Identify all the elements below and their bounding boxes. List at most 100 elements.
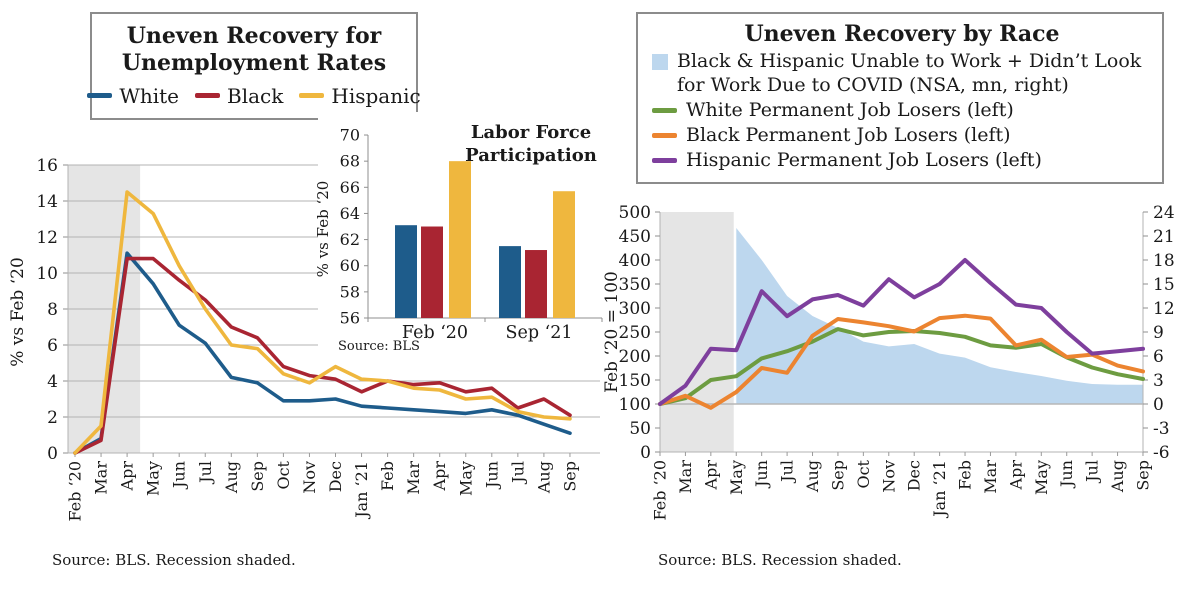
x-tick-label: Feb [956,460,975,490]
y-tick-label: 12 [36,228,58,248]
x-tick-label: Jun [170,461,189,490]
x-tick-label: Apr [118,461,137,492]
inset-chart-title: Labor Force Participation [448,122,614,167]
inset-y-tick-label: 60 [340,256,360,275]
legend-dash-icon [652,157,677,163]
right-chart-legend: Black & Hispanic Unable to Work + Didn’t… [652,50,1152,173]
x-tick-label: Oct [854,459,873,488]
right-y-tick-label: 3 [1153,371,1164,391]
left-y-tick-label: 400 [619,251,651,271]
legend-label: Hispanic [331,83,421,108]
left-chart-title-line-1: Uneven Recovery for [126,23,382,49]
x-tick-label: Jul [196,461,215,485]
x-tick-label: Oct [274,460,293,489]
x-tick-label: May [144,461,163,496]
bar-black-1 [421,226,443,318]
legend-item-hispanic-pjl: Hispanic Permanent Job Losers (left) [652,149,1152,173]
right-y-tick-label: 24 [1153,203,1175,223]
x-tick-label: Jun [482,461,501,490]
inset-y-axis-label: % vs Feb ‘20 [314,180,332,278]
x-tick-label: Jul [778,460,797,484]
left-chart-legend: White Black Hispanic [87,84,421,108]
bar-hispanic-1 [449,161,471,318]
left-chart-title-box: Uneven Recovery for Unemployment Rates W… [87,12,421,120]
x-tick-label: Jul [1083,460,1102,484]
x-tick-label: Dec [905,460,924,491]
legend-label: Black [227,83,284,108]
legend-item-white-pjl: White Permanent Job Losers (left) [652,99,1152,123]
legend-item-white: White [87,84,179,108]
right-y-tick-label: 9 [1153,323,1164,343]
right-y-tick-label: 21 [1153,227,1175,247]
left-y-tick-label: 50 [629,419,651,439]
right-chart-title-box: Uneven Recovery by Race Black & Hispanic… [636,12,1164,184]
legend-item-black: Black [195,84,283,108]
y-tick-label: 14 [36,192,58,212]
left-y-tick-label: 200 [619,347,651,367]
legend-label: White Permanent Job Losers (left) [686,98,1014,121]
left-y-tick-label: 100 [619,395,651,415]
right-y-tick-label: -6 [1153,443,1170,463]
x-tick-label: May [1032,460,1051,495]
bar-hispanic-2 [553,191,575,318]
right-y-tick-label: 0 [1153,395,1164,415]
x-tick-label: Aug [534,461,553,494]
inset-title-line-1: Labor Force [470,122,592,143]
legend-label: Hispanic Permanent Job Losers (left) [686,148,1042,171]
left-y-tick-label: 300 [619,299,651,319]
x-tick-label: Jun [752,460,771,489]
left-y-tick-label: 250 [619,323,651,343]
inset-title-line-2: Participation [465,144,597,166]
legend-label: Black & Hispanic Unable to Work + Didn’t… [677,49,1142,96]
left-chart-title-line-2: Unemployment Rates [121,49,387,76]
legend-item-hispanic: Hispanic [299,83,421,108]
right-chart-y-axis-label: Feb ‘20 = 100 [602,271,622,393]
right-y-tick-label: 15 [1153,275,1175,295]
series-line-hispanic-pjl [658,258,1145,406]
right-chart-title: Uneven Recovery by Race [744,21,1060,47]
right-y-tick-label: 12 [1153,299,1175,319]
y-tick-label: 0 [47,444,58,464]
bar-white-2 [499,246,521,318]
x-tick-label: Nov [300,461,319,494]
x-tick-label: Nov [879,460,898,493]
inset-y-tick-label: 70 [340,126,360,145]
left-y-tick-label: 500 [619,203,651,223]
permanent-job-losers-chart: 0 50 100 150 200 250 300 350 400 450 500 -6 -3 0 3 6 9 12… [619,203,1175,520]
y-tick-label: 8 [47,300,58,320]
right-y-tick-label: -3 [1153,419,1170,439]
x-tick-label: Aug [222,461,241,494]
x-tick-label: Mar [404,461,423,495]
x-tick-label: Sep [1133,460,1152,491]
covid-unable-to-work-area [736,228,1143,404]
inset-y-tick-label: 56 [340,309,360,328]
left-y-tick-label: 0 [640,443,651,463]
labor-force-participation-chart: 56 58 60 62 64 66 68 70 Feb ‘20 Sep ‘21 [318,112,620,352]
legend-label: Black Permanent Job Losers (left) [686,123,1011,146]
series-line-white [73,251,572,455]
series-line-hispanic [73,190,572,455]
legend-dash-icon [195,93,221,99]
x-tick-label: Aug [803,460,822,493]
bar-black-2 [525,250,547,318]
x-tick-label: Apr [430,461,449,492]
left-source-note: Source: BLS. Recession shaded. [52,551,296,569]
inset-x-category-label: Feb ‘20 [402,323,468,343]
x-tick-label: Jan ‘21 [930,460,949,519]
series-line-black-pjl [658,313,1145,410]
legend-dash-icon [652,107,677,113]
x-tick-label: Feb ‘20 [651,460,670,520]
x-tick-label: Jul [508,461,527,485]
inset-x-category-label: Sep ‘21 [506,323,573,343]
x-tick-label: Mar [676,460,695,494]
legend-dash-icon [87,93,113,99]
legend-item-black-pjl: Black Permanent Job Losers (left) [652,124,1152,148]
legend-label: White [119,83,180,108]
legend-item-covid-area: Black & Hispanic Unable to Work + Didn’t… [652,50,1152,98]
legend-dash-icon [652,132,677,138]
series-line-black [73,256,572,455]
y-tick-label: 16 [36,156,58,176]
x-tick-label: Jun [1057,460,1076,489]
inset-y-tick-label: 64 [340,204,360,223]
